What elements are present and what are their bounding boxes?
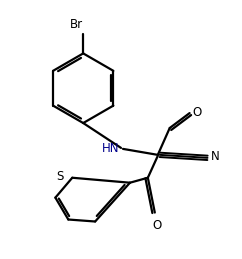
Text: N: N [211,150,219,163]
Text: O: O [152,219,161,232]
Text: S: S [56,170,63,183]
Text: HN: HN [101,142,119,155]
Text: O: O [193,106,202,119]
Text: Br: Br [70,18,83,31]
